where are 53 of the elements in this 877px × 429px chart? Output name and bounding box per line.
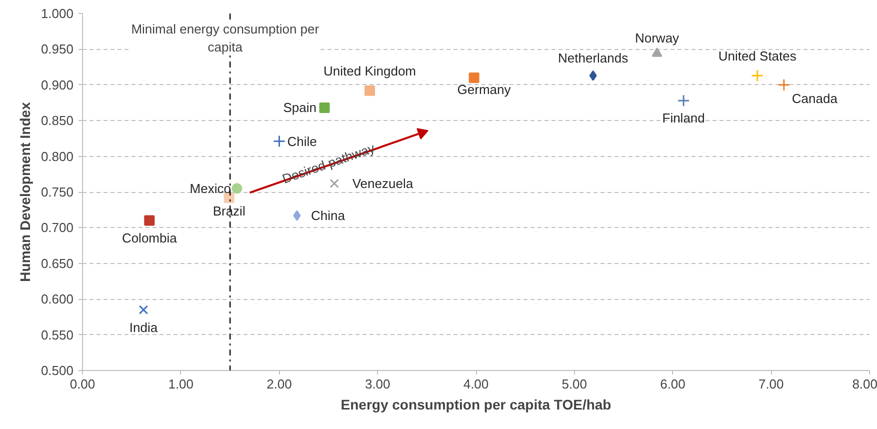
ref-line-label: Minimal energy consumption per capita <box>131 22 320 54</box>
x-tick-label: 4.00 <box>463 376 489 392</box>
series-label: Chile <box>287 134 317 149</box>
series-label: India <box>129 320 158 335</box>
y-tick-label: 0.950 <box>40 42 74 57</box>
series-label: Spain <box>283 100 317 116</box>
point <box>224 192 234 203</box>
point <box>751 69 764 82</box>
series-label: United States <box>718 48 797 64</box>
point <box>319 102 330 113</box>
y-tick-label: 0.500 <box>40 363 74 378</box>
y-tick-label: 1.000 <box>40 6 74 21</box>
series-label: Colombia <box>122 230 178 246</box>
x-tick-label: 5.00 <box>562 376 588 392</box>
series-label: Netherlands <box>558 50 629 66</box>
x-tick-label: 7.00 <box>758 376 784 392</box>
x-axis-title: Energy consumption per capita TOE/hab <box>340 396 612 412</box>
series-label: Brazil <box>212 204 246 219</box>
point <box>330 178 339 188</box>
y-tick-label: 0.550 <box>40 327 74 342</box>
x-tick-label: 3.00 <box>364 376 390 392</box>
series-label: China <box>310 208 346 224</box>
point <box>232 183 242 194</box>
x-tick-label: 6.00 <box>660 376 686 392</box>
y-tick-label: 0.650 <box>40 256 74 271</box>
x-tick-label: 8.00 <box>852 376 877 392</box>
x-tick-label: 0.00 <box>70 376 96 392</box>
series-label: Mexico <box>190 180 231 196</box>
y-axis-title: Human Development Index <box>16 102 33 282</box>
point <box>468 72 480 84</box>
series-label: United Kingdom <box>324 64 416 79</box>
y-tick-label: 0.750 <box>40 184 74 200</box>
y-tick-label: 0.800 <box>40 148 74 164</box>
series-label: Germany <box>457 82 512 97</box>
point <box>293 210 301 221</box>
point <box>138 305 148 314</box>
y-tick-label: 0.700 <box>40 220 74 236</box>
point <box>778 78 790 92</box>
series-label: Canada <box>792 90 838 106</box>
point <box>144 215 155 226</box>
point <box>589 70 597 81</box>
x-tick-label: 2.00 <box>266 376 292 392</box>
y-tick-label: 0.900 <box>40 77 74 92</box>
y-tick-label: 0.600 <box>40 292 74 307</box>
y-tick-label: 0.850 <box>40 113 74 128</box>
x-tick-label: 1.00 <box>168 376 194 392</box>
point <box>677 94 690 107</box>
point <box>364 85 376 96</box>
series-label: Finland <box>662 110 705 126</box>
point <box>652 48 662 57</box>
point <box>273 135 286 148</box>
series-label: Norway <box>634 30 680 46</box>
series-label: Venezuela <box>352 176 414 191</box>
